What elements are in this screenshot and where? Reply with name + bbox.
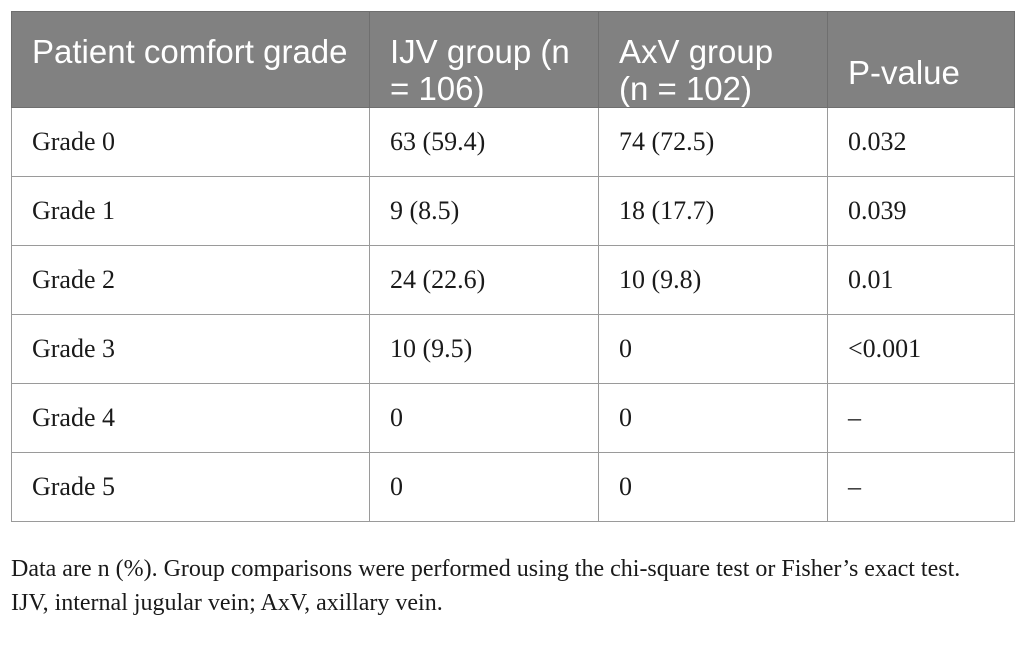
comfort-grade-table: Patient comfort grade IJV group (n = 106…: [11, 11, 1015, 522]
p-value-cell: <0.001: [827, 314, 1015, 384]
footnote-statistics: Data are n (%). Group comparisons were p…: [11, 556, 961, 582]
ijv-value-cell: 10 (9.5): [369, 314, 599, 384]
axv-value-cell: 0: [598, 452, 828, 522]
table-row: Grade 1 9 (8.5) 18 (17.7) 0.039: [11, 176, 1015, 246]
table-body: Grade 0 63 (59.4) 74 (72.5) 0.032 Grade …: [11, 107, 1015, 522]
ijv-value-cell: 0: [369, 383, 599, 453]
table-row: Grade 2 24 (22.6) 10 (9.8) 0.01: [11, 245, 1015, 315]
p-value-cell: 0.032: [827, 107, 1015, 177]
header-patient-comfort-grade: Patient comfort grade: [11, 11, 370, 108]
axv-value-cell: 10 (9.8): [598, 245, 828, 315]
ijv-value-cell: 63 (59.4): [369, 107, 599, 177]
row-label-cell: Grade 2: [11, 245, 370, 315]
table-row: Grade 5 0 0 –: [11, 452, 1015, 522]
row-label-cell: Grade 3: [11, 314, 370, 384]
footnote-abbreviations: IJV, internal jugular vein; AxV, axillar…: [11, 590, 443, 616]
p-value-cell: 0.01: [827, 245, 1015, 315]
axv-value-cell: 74 (72.5): [598, 107, 828, 177]
row-label-cell: Grade 1: [11, 176, 370, 246]
ijv-value-cell: 0: [369, 452, 599, 522]
axv-value-cell: 0: [598, 383, 828, 453]
p-value-cell: –: [827, 452, 1015, 522]
header-axv-group: AxV group (n = 102): [598, 11, 828, 108]
axv-value-cell: 0: [598, 314, 828, 384]
header-ijv-group: IJV group (n = 106): [369, 11, 599, 108]
table-header: Patient comfort grade IJV group (n = 106…: [11, 11, 1015, 108]
row-label-cell: Grade 0: [11, 107, 370, 177]
ijv-value-cell: 9 (8.5): [369, 176, 599, 246]
p-value-cell: –: [827, 383, 1015, 453]
ijv-value-cell: 24 (22.6): [369, 245, 599, 315]
table-footnotes: Data are n (%). Group comparisons were p…: [11, 552, 1021, 620]
table-row: Grade 3 10 (9.5) 0 <0.001: [11, 314, 1015, 384]
p-value-cell: 0.039: [827, 176, 1015, 246]
table-row: Grade 0 63 (59.4) 74 (72.5) 0.032: [11, 107, 1015, 177]
row-label-cell: Grade 4: [11, 383, 370, 453]
row-label-cell: Grade 5: [11, 452, 370, 522]
axv-value-cell: 18 (17.7): [598, 176, 828, 246]
results-table-container: Patient comfort grade IJV group (n = 106…: [11, 11, 1015, 522]
table-row: Grade 4 0 0 –: [11, 383, 1015, 453]
header-row: Patient comfort grade IJV group (n = 106…: [11, 11, 1015, 108]
header-p-value: P-value: [827, 11, 1015, 108]
